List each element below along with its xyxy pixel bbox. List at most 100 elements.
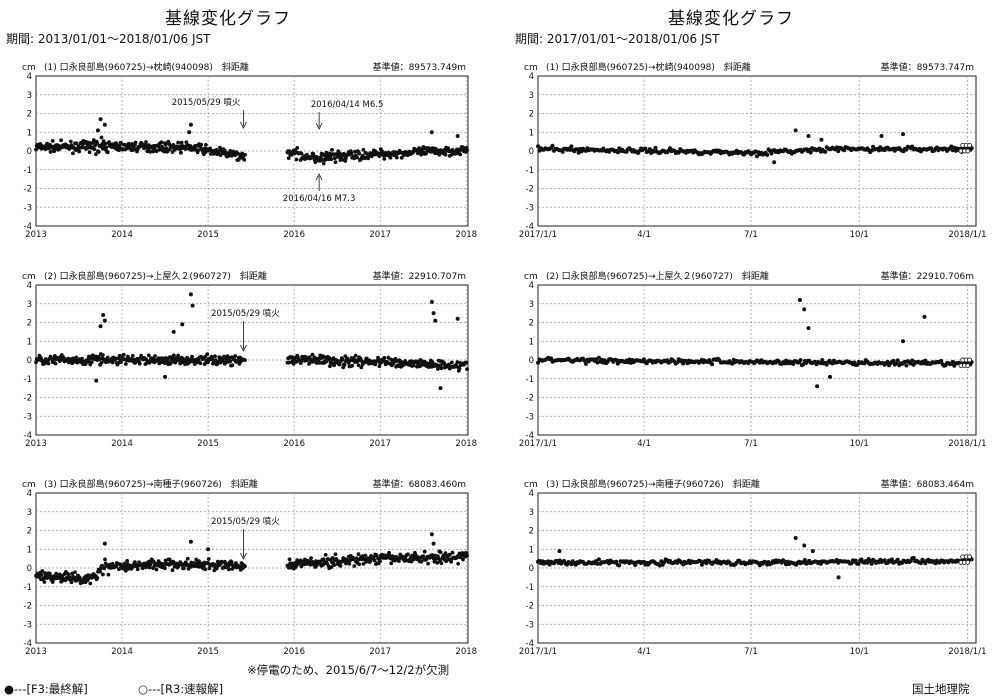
y-tick-label: -2 [24, 602, 32, 612]
y-unit-label: cm [524, 272, 538, 282]
data-point [299, 564, 304, 569]
data-point-outlier [922, 314, 927, 319]
data-point [904, 363, 909, 368]
data-point [465, 148, 469, 153]
y-tick-label: -1 [526, 583, 534, 593]
data-point [199, 142, 204, 147]
y-tick-label: -4 [24, 431, 32, 441]
y-tick-label: 4 [529, 489, 534, 499]
data-point-outlier [171, 329, 176, 334]
data-point [802, 558, 807, 562]
data-point [294, 157, 299, 162]
data-point-rapid [965, 559, 971, 565]
data-point [313, 160, 318, 165]
data-point [100, 142, 105, 147]
y-tick-label: 1 [529, 128, 534, 138]
data-point [808, 150, 813, 155]
x-tick-label: 2018/1/1 [948, 439, 986, 449]
data-point [536, 144, 540, 149]
data-point [126, 354, 130, 359]
y-tick-label: 2 [27, 527, 32, 537]
data-point [359, 365, 364, 370]
data-point [168, 361, 173, 366]
x-tick-label: 2017/1/1 [519, 230, 557, 240]
data-point-outlier [429, 299, 434, 304]
data-point [349, 151, 354, 156]
data-point-outlier [772, 160, 777, 165]
data-point [183, 147, 188, 151]
x-tick-label: 10/1 [850, 439, 869, 449]
data-point [196, 148, 201, 153]
data-point [357, 562, 362, 567]
y-tick-label: -2 [526, 185, 534, 195]
y-tick-label: 2 [529, 319, 534, 329]
data-point [389, 561, 394, 566]
base-value: 基準値：68083.464m [881, 478, 974, 490]
data-point [48, 574, 53, 579]
data-point [203, 354, 208, 359]
data-point [614, 559, 619, 564]
data-point [834, 145, 839, 150]
base-value: 基準値：22910.706m [881, 270, 974, 282]
data-point [910, 144, 915, 149]
data-point [77, 149, 82, 154]
data-point [755, 154, 759, 159]
data-point [146, 353, 151, 358]
x-tick-label: 2013 [25, 439, 47, 449]
data-point-outlier [188, 122, 193, 127]
data-point [361, 562, 366, 566]
data-point [307, 355, 312, 360]
data-point [595, 561, 600, 566]
data-point [332, 563, 336, 567]
y-tick-label: -2 [526, 602, 534, 612]
data-point [206, 557, 211, 561]
x-tick-label: 4/1 [637, 439, 651, 449]
data-point [443, 551, 448, 556]
data-point-outlier [206, 547, 211, 552]
data-point-outlier [188, 539, 193, 544]
data-point [424, 151, 428, 156]
y-tick-label: 3 [529, 91, 534, 101]
data-point [299, 151, 304, 156]
data-point [549, 356, 554, 361]
data-point [368, 559, 373, 564]
data-point [243, 358, 247, 362]
data-point [122, 561, 127, 566]
data-point-outlier [433, 318, 438, 323]
y-tick-label: -2 [24, 394, 32, 404]
y-unit-label: cm [524, 480, 538, 490]
y-tick-label: 4 [529, 72, 534, 82]
data-point [710, 362, 715, 367]
x-tick-label: 2017 [369, 230, 391, 240]
data-point [174, 561, 178, 566]
data-point [546, 559, 551, 564]
data-point [80, 145, 84, 150]
data-point [352, 564, 357, 568]
data-point [430, 360, 435, 364]
data-point [447, 552, 452, 557]
data-point [337, 362, 342, 367]
data-point-outlier [802, 307, 807, 312]
data-point-outlier [95, 128, 100, 133]
data-point-rapid [967, 142, 972, 148]
x-tick-label: 2017 [369, 439, 391, 449]
data-point [397, 559, 401, 563]
data-point-rapid [967, 554, 972, 560]
data-point [242, 158, 247, 162]
data-point [321, 557, 326, 562]
data-point [89, 360, 94, 364]
x-tick-label: 2018/1/1 [948, 230, 986, 240]
data-point [42, 580, 47, 584]
chart-period-left: 期間: 2013/01/01～2018/01/06 JST [6, 32, 211, 46]
data-point-outlier [793, 536, 798, 540]
data-point [361, 147, 366, 152]
data-point [458, 152, 463, 157]
data-point [356, 552, 361, 557]
data-point [923, 358, 928, 363]
x-tick-label: 2018 [455, 230, 477, 240]
chart-panel-2 [536, 75, 977, 227]
data-point [406, 552, 410, 557]
data-point [353, 149, 357, 154]
annotation-arrowhead [315, 173, 323, 181]
x-tick-label: 2013 [25, 230, 47, 240]
